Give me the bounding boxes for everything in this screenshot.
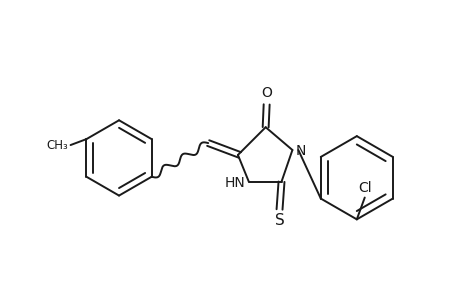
Text: O: O	[261, 86, 272, 100]
Text: N: N	[295, 144, 305, 158]
Text: S: S	[274, 213, 284, 228]
Text: Cl: Cl	[357, 181, 371, 195]
Text: HN: HN	[224, 176, 245, 190]
Text: CH₃: CH₃	[47, 139, 68, 152]
